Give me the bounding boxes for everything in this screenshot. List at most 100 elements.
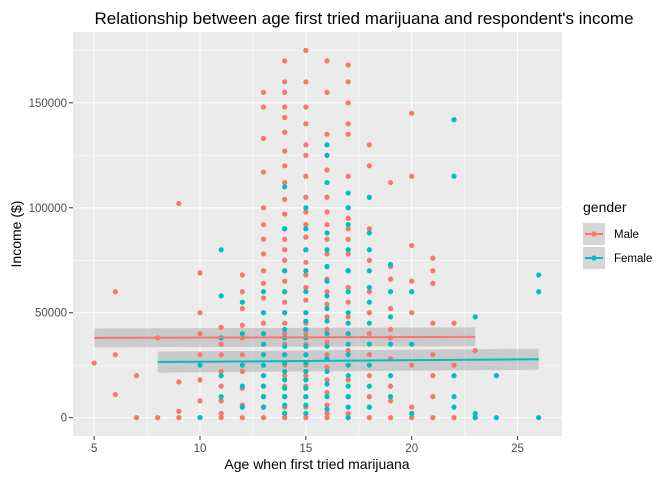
point-male <box>218 324 224 330</box>
point-male <box>197 331 203 337</box>
point-male <box>345 226 351 232</box>
point-male <box>282 163 288 169</box>
point-female <box>239 362 245 368</box>
point-male <box>409 310 415 316</box>
point-male <box>324 326 330 333</box>
point-female <box>345 310 351 316</box>
point-female <box>366 341 372 347</box>
legend-label-male: Male <box>614 229 639 241</box>
point-female <box>239 383 245 389</box>
point-female <box>451 373 457 379</box>
point-female <box>260 404 267 410</box>
point-male <box>345 100 351 106</box>
point-female <box>387 261 394 268</box>
point-female <box>282 326 288 333</box>
point-male <box>324 221 330 228</box>
point-female <box>324 179 330 186</box>
point-male <box>345 251 351 257</box>
point-female <box>303 205 309 211</box>
point-male <box>282 211 288 217</box>
point-female <box>324 331 330 337</box>
point-female <box>366 268 372 274</box>
data-points <box>91 47 542 421</box>
point-male <box>303 173 309 179</box>
point-male <box>324 314 330 320</box>
trend-lines <box>94 335 539 364</box>
point-female <box>324 263 330 270</box>
point-female <box>260 362 267 368</box>
point-male <box>430 352 436 358</box>
point-female <box>345 190 351 196</box>
point-male <box>345 314 351 320</box>
point-female <box>282 377 288 383</box>
point-male <box>218 341 224 347</box>
point-male <box>282 89 288 95</box>
point-male <box>260 205 267 211</box>
point-female <box>472 314 478 320</box>
point-male <box>260 169 267 175</box>
x-axis-title: Age when first tried marijuana <box>224 456 409 472</box>
point-male <box>303 142 309 148</box>
point-female <box>324 381 330 387</box>
point-female <box>366 230 372 236</box>
point-male <box>218 410 224 417</box>
point-male <box>303 79 309 85</box>
point-male <box>366 226 372 232</box>
point-female <box>366 362 372 368</box>
point-female <box>282 343 288 349</box>
point-female <box>409 289 415 295</box>
point-female <box>324 318 330 324</box>
point-male <box>282 79 288 85</box>
point-male <box>409 278 415 284</box>
point-female <box>536 272 542 278</box>
point-female <box>282 368 288 375</box>
y-tick-label: 150000 <box>29 98 67 110</box>
point-male <box>430 373 436 379</box>
point-female <box>239 299 245 305</box>
point-female <box>282 410 288 417</box>
point-male <box>324 364 330 370</box>
point-male <box>430 268 436 274</box>
point-female <box>260 394 267 400</box>
point-male <box>387 305 394 312</box>
point-female <box>303 318 309 324</box>
point-male <box>282 278 288 284</box>
point-male <box>155 415 161 421</box>
point-male <box>112 289 118 295</box>
point-male <box>387 326 394 333</box>
point-female <box>451 117 457 123</box>
point-female <box>282 394 288 400</box>
point-female <box>218 247 224 253</box>
point-female <box>409 410 415 417</box>
x-tick-label: 15 <box>299 443 312 455</box>
point-male <box>176 415 182 421</box>
point-male <box>239 305 245 312</box>
point-male <box>282 179 288 186</box>
point-male <box>91 360 97 366</box>
point-male <box>239 352 245 358</box>
point-male <box>387 383 394 389</box>
point-male <box>260 415 267 421</box>
point-male <box>345 173 351 179</box>
point-female <box>366 404 372 410</box>
point-female <box>366 284 372 291</box>
point-female <box>493 415 499 421</box>
x-tick-label: 25 <box>511 443 524 455</box>
y-tick-label: 100000 <box>29 203 67 215</box>
point-male <box>324 209 330 215</box>
point-male <box>218 368 224 375</box>
point-male <box>112 391 118 398</box>
point-male <box>176 200 182 207</box>
legend: gender Male Female <box>583 199 652 269</box>
point-male <box>366 331 372 337</box>
point-male <box>324 58 330 64</box>
point-male <box>218 398 224 404</box>
point-female <box>345 205 351 211</box>
point-female <box>366 320 372 326</box>
point-male <box>345 347 351 354</box>
point-male <box>303 234 309 240</box>
point-male <box>282 104 288 110</box>
point-female <box>260 341 267 347</box>
point-male <box>282 373 288 379</box>
